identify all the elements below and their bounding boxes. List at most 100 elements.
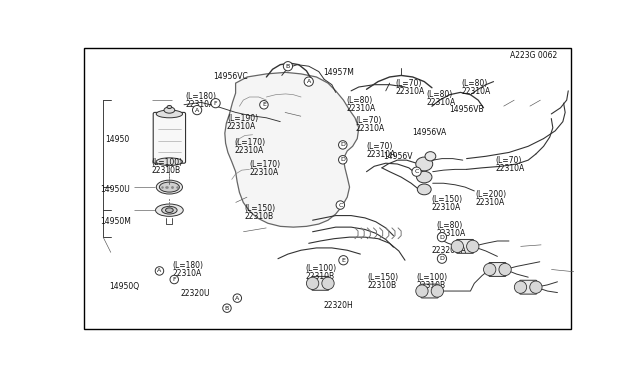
Circle shape (260, 100, 268, 109)
Text: 22310A: 22310A (431, 203, 461, 212)
Ellipse shape (166, 208, 173, 212)
Text: 22320H: 22320H (323, 301, 353, 310)
Text: C: C (338, 202, 342, 208)
Text: F: F (172, 277, 176, 282)
Ellipse shape (425, 152, 436, 161)
Text: 22310A: 22310A (427, 98, 456, 107)
Ellipse shape (417, 184, 431, 195)
Text: B: B (286, 64, 290, 69)
Text: 22310B: 22310B (306, 272, 335, 281)
Text: (L=100): (L=100) (152, 158, 182, 167)
Text: 14956VC: 14956VC (214, 72, 248, 81)
Text: 22310A: 22310A (185, 100, 214, 109)
Text: 22310A: 22310A (367, 150, 396, 160)
Polygon shape (225, 73, 359, 227)
Text: 22310A: 22310A (173, 269, 202, 278)
Text: F: F (214, 101, 218, 106)
Text: 14950U: 14950U (100, 185, 129, 194)
Text: (L=180): (L=180) (173, 261, 204, 270)
Text: E: E (342, 258, 346, 263)
Text: (L=150): (L=150) (431, 195, 463, 204)
Text: B: B (225, 306, 229, 311)
Ellipse shape (156, 110, 182, 118)
Text: (L=100): (L=100) (417, 273, 448, 282)
Text: (L=70): (L=70) (495, 156, 522, 165)
Text: 22320U: 22320U (180, 289, 210, 298)
Circle shape (304, 77, 314, 86)
Text: (L=80): (L=80) (346, 96, 372, 105)
FancyBboxPatch shape (489, 263, 506, 276)
FancyBboxPatch shape (421, 284, 438, 298)
Ellipse shape (416, 157, 433, 171)
Circle shape (499, 263, 511, 276)
Ellipse shape (162, 206, 177, 214)
Text: 14950Q: 14950Q (109, 282, 139, 291)
Ellipse shape (164, 107, 175, 113)
Text: D: D (440, 256, 444, 261)
Text: 22310A: 22310A (476, 198, 505, 207)
Circle shape (451, 240, 463, 253)
Text: (L=80): (L=80) (436, 221, 463, 230)
Text: A223G 0062: A223G 0062 (510, 51, 557, 60)
Circle shape (233, 294, 241, 302)
Circle shape (515, 281, 527, 294)
Text: 22310A: 22310A (227, 122, 256, 131)
Ellipse shape (156, 180, 182, 194)
Circle shape (193, 106, 202, 115)
Circle shape (156, 267, 164, 275)
Circle shape (170, 275, 179, 284)
Text: 14957M: 14957M (323, 68, 354, 77)
Text: (L=190): (L=190) (227, 114, 258, 123)
Circle shape (416, 285, 428, 297)
Circle shape (223, 304, 231, 312)
Ellipse shape (417, 171, 432, 183)
Text: A: A (235, 296, 239, 301)
Circle shape (412, 167, 421, 176)
Text: (L=80): (L=80) (427, 90, 453, 99)
FancyBboxPatch shape (153, 112, 186, 163)
Text: 22310B: 22310B (152, 166, 180, 175)
Text: A: A (195, 108, 199, 113)
Circle shape (339, 155, 347, 164)
Circle shape (211, 99, 220, 108)
Text: A: A (157, 269, 161, 273)
Text: 22310A: 22310A (436, 229, 466, 238)
Text: (L=100): (L=100) (306, 264, 337, 273)
FancyBboxPatch shape (520, 280, 537, 294)
Ellipse shape (156, 204, 183, 217)
Text: (L=70): (L=70) (356, 116, 382, 125)
Circle shape (437, 232, 447, 242)
Circle shape (467, 240, 479, 253)
Text: 22310A: 22310A (495, 164, 525, 173)
Circle shape (484, 263, 496, 276)
Circle shape (339, 141, 347, 149)
Text: 14956VA: 14956VA (412, 128, 446, 137)
Ellipse shape (167, 106, 172, 109)
Text: 22310A: 22310A (249, 169, 278, 177)
FancyBboxPatch shape (456, 240, 474, 253)
Text: 14956VB: 14956VB (449, 105, 483, 115)
Text: (L=70): (L=70) (367, 142, 393, 151)
Text: (L=70): (L=70) (396, 78, 422, 87)
Text: 22310A: 22310A (396, 87, 425, 96)
Text: (L=150): (L=150) (244, 204, 275, 213)
Circle shape (437, 254, 447, 263)
Circle shape (307, 277, 319, 289)
Text: 22310B: 22310B (244, 212, 273, 221)
Circle shape (339, 256, 348, 265)
Circle shape (530, 281, 542, 294)
Text: (L=170): (L=170) (249, 160, 280, 169)
Circle shape (322, 277, 334, 289)
Text: 22310A: 22310A (461, 87, 490, 96)
FancyBboxPatch shape (312, 276, 329, 290)
Circle shape (284, 62, 292, 71)
Text: 22310B: 22310B (417, 281, 446, 290)
Text: 22310A: 22310A (346, 104, 376, 113)
Text: 22310B: 22310B (367, 281, 397, 290)
Text: (L=80): (L=80) (461, 78, 487, 87)
Ellipse shape (159, 182, 179, 192)
Text: (L=150): (L=150) (367, 273, 399, 282)
Text: A: A (307, 79, 311, 84)
Text: (L=170): (L=170) (234, 138, 266, 147)
Text: D: D (340, 142, 345, 147)
